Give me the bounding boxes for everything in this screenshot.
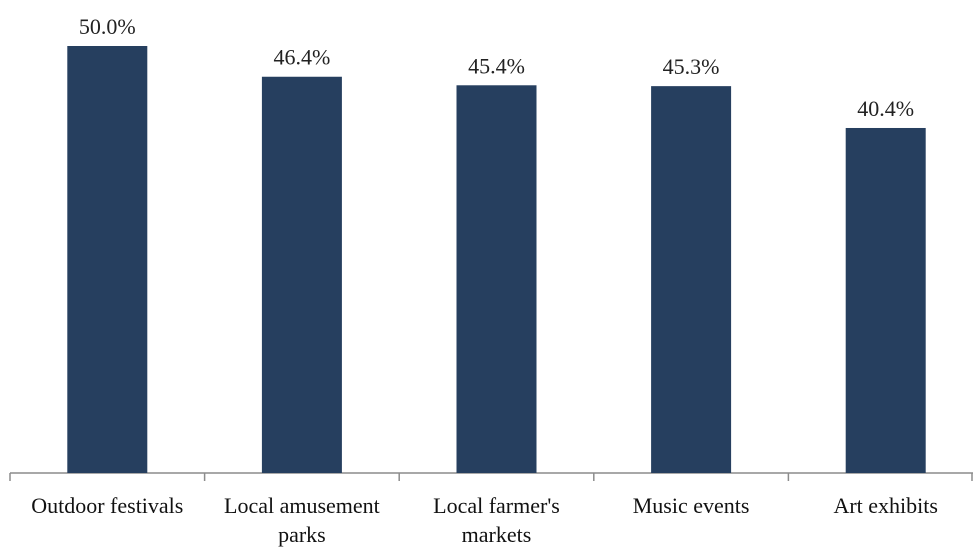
- x-axis: [9, 472, 973, 481]
- bar: [651, 86, 732, 473]
- category-labels-group: Outdoor festivals Local amusement parksLoc…: [31, 493, 938, 547]
- x-tick-label: Outdoor festivals: [31, 493, 183, 518]
- data-label: 46.4%: [273, 45, 330, 70]
- x-tick-label-line: Music events: [633, 493, 750, 518]
- bar: [845, 127, 926, 473]
- bar: [67, 46, 148, 473]
- data-labels-group: 50.0% 46.4% 45.4% 45.3% 40.4%: [79, 14, 914, 121]
- x-tick-label: Local amusement parks: [224, 493, 380, 547]
- x-tick-label-line: Local amusement: [224, 493, 380, 518]
- bars-group: [67, 46, 926, 473]
- data-label: 40.4%: [857, 96, 914, 121]
- bar: [456, 85, 537, 473]
- x-tick-label-line: Local farmer's: [433, 493, 560, 518]
- data-label: 45.3%: [663, 54, 720, 79]
- x-tick-label-line: parks: [278, 522, 326, 547]
- data-label: 45.4%: [468, 53, 525, 78]
- x-tick-label: Local farmer's markets: [433, 493, 560, 547]
- x-tick-label-line: markets: [462, 522, 532, 547]
- x-tick-label-line: Outdoor festivals: [31, 493, 183, 518]
- data-label: 50.0%: [79, 14, 136, 39]
- x-tick-label-line: Art exhibits: [833, 493, 938, 518]
- x-tick-label: Music events: [633, 493, 750, 518]
- bar: [261, 76, 342, 473]
- x-tick-label: Art exhibits: [833, 493, 938, 518]
